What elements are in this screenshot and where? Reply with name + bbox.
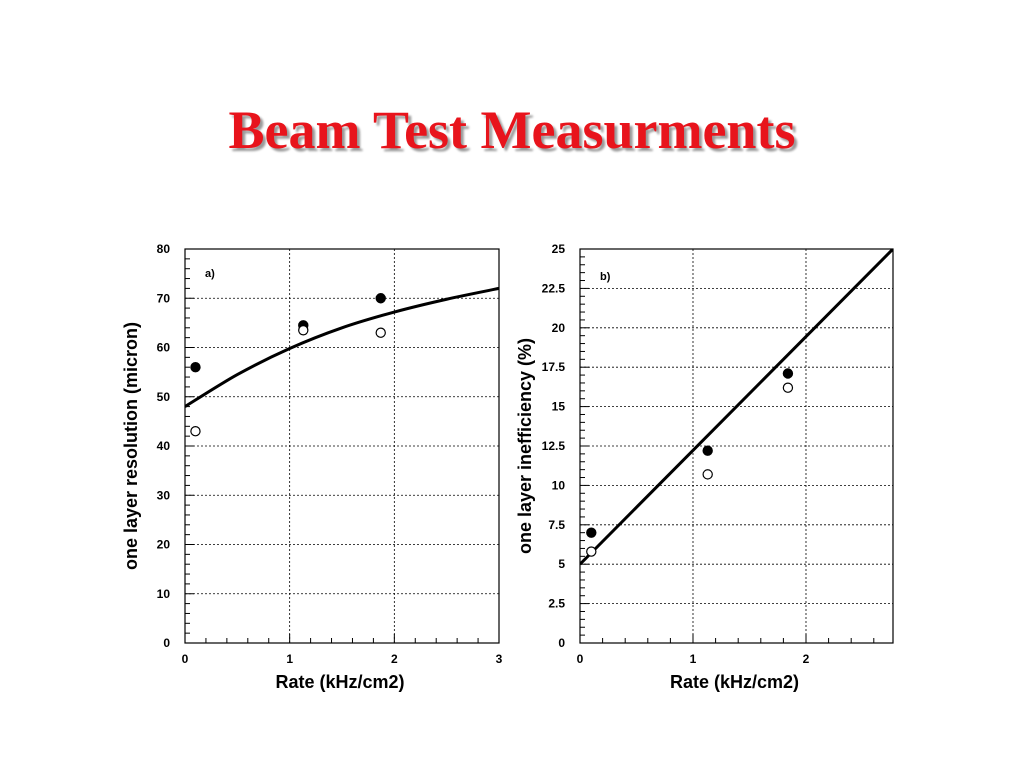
x-tick-label: 2 [803,652,810,666]
x-axis-label: Rate (kHz/cm2) [670,672,799,692]
plot-frame [184,248,500,644]
x-axis-label: Rate (kHz/cm2) [275,672,404,692]
y-tick-label: 0 [163,636,170,650]
plot-frame [579,248,894,644]
data-point-open [298,325,309,336]
x-tick-label: 0 [577,652,584,666]
fit-curve [185,286,499,408]
y-tick-label: 70 [157,291,171,305]
data-point-open [586,546,597,557]
x-tick-label: 3 [496,652,503,666]
x-tick-label: 0 [182,652,189,666]
data-point-filled [190,362,201,373]
y-tick-label: 15 [552,400,566,414]
y-axis-label: one layer resolution (micron) [121,322,141,570]
data-point-filled [586,527,597,538]
y-tick-label: 25 [552,242,566,256]
y-tick-label: 50 [157,390,171,404]
y-tick-label: 22.5 [542,281,566,295]
y-tick-label: 20 [157,538,171,552]
y-tick-label: 7.5 [548,518,565,532]
slide-title: Beam Test Measurments [228,100,796,160]
x-tick-label: 2 [391,652,398,666]
x-tick-label: 1 [690,652,697,666]
data-point-open [702,469,713,480]
data-point-filled [375,293,386,304]
y-tick-label: 80 [157,242,171,256]
y-tick-label: 0 [558,636,565,650]
fit-curve [580,249,893,566]
y-tick-label: 2.5 [548,597,565,611]
y-tick-label: 60 [157,341,171,355]
data-point-open [782,382,794,393]
y-tick-label: 17.5 [542,360,566,374]
data-point-open [190,426,201,437]
y-tick-label: 12.5 [542,439,566,453]
x-tick-label: 1 [286,652,293,666]
data-point-filled [702,445,713,456]
panel-label: a) [205,268,215,280]
panel-label: b) [600,271,611,283]
y-tick-label: 10 [157,587,171,601]
data-point-open [375,327,386,338]
data-point-filled [782,368,794,379]
y-tick-label: 30 [157,488,171,502]
y-tick-label: 20 [552,321,566,335]
y-tick-label: 40 [157,439,171,453]
y-tick-label: 10 [552,478,566,492]
y-axis-label: one layer inefficiency (%) [515,338,535,554]
y-tick-label: 5 [558,557,565,571]
